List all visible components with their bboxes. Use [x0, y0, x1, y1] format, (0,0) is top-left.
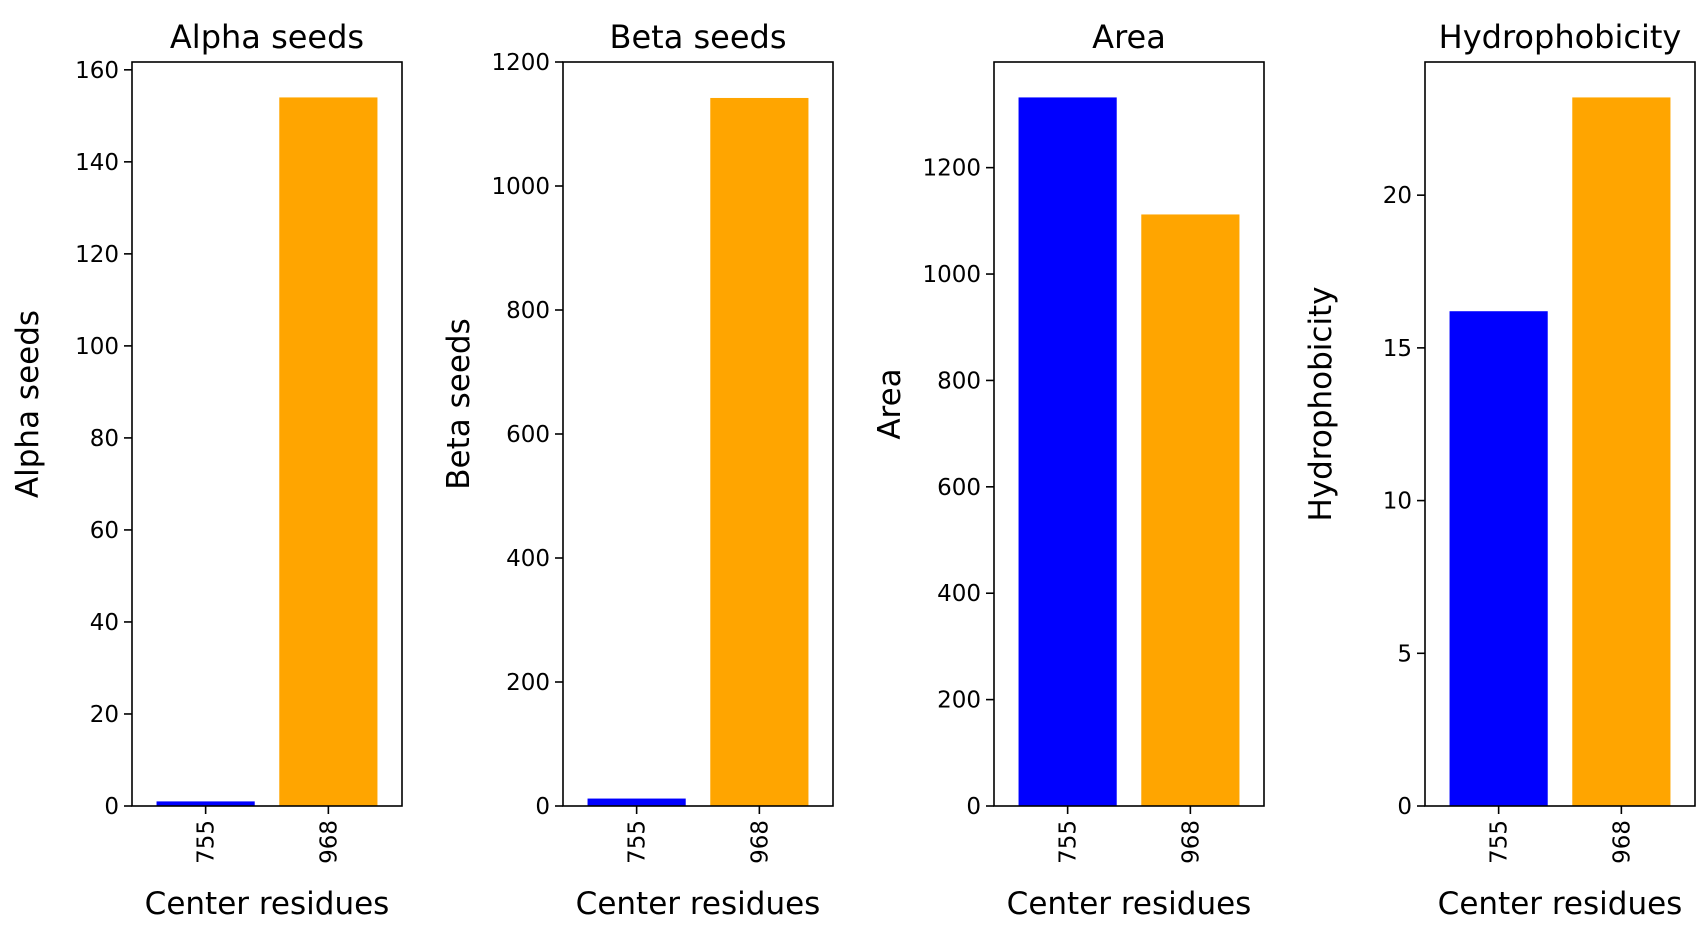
bar-968	[279, 97, 378, 806]
y-tick-label: 100	[75, 334, 119, 360]
panel-title: Area	[1092, 18, 1166, 56]
y-tick-label: 800	[506, 298, 550, 324]
y-tick-label: 1000	[922, 262, 981, 288]
y-tick-label: 800	[937, 368, 981, 394]
x-tick-label: 755	[1487, 820, 1513, 864]
chart-panel-1: 0 20 40 60 80 100 120 140 160 755 968 Alpha seeds Ce…	[10, 18, 403, 922]
chart-panel-4: 0 5 10 15 20 755 968 Hydrophobicity Center resid…	[1303, 18, 1696, 922]
y-tick-label: 600	[937, 475, 981, 501]
panel-title: Alpha seeds	[170, 18, 364, 56]
chart-panel-2: 0 200 400 600 800 1000 1200 755 968 Beta seeds Cen…	[441, 18, 834, 922]
y-tick-label: 0	[1397, 794, 1412, 820]
y-tick-label: 0	[966, 794, 981, 820]
bar-755	[1449, 311, 1548, 806]
x-axis-label: Center residues	[1007, 886, 1252, 922]
x-axis-label: Center residues	[576, 886, 821, 922]
y-axis-label: Alpha seeds	[10, 310, 46, 498]
y-tick-label: 60	[90, 518, 119, 544]
panel-title: Beta seeds	[610, 18, 787, 56]
bar-755	[587, 798, 686, 806]
axes-frame	[1424, 61, 1696, 807]
y-tick-label: 200	[506, 670, 550, 696]
bar-968	[710, 97, 809, 806]
y-tick-label: 600	[506, 422, 550, 448]
x-tick-label: 968	[1609, 820, 1635, 864]
x-tick-label: 755	[625, 820, 651, 864]
y-tick-label: 400	[506, 546, 550, 572]
y-tick-label: 1000	[491, 174, 550, 200]
y-tick-label: 1200	[491, 50, 550, 76]
x-tick-label: 968	[316, 820, 342, 864]
y-tick-label: 20	[90, 702, 119, 728]
y-tick-label: 5	[1397, 641, 1412, 667]
y-axis-label: Beta seeds	[441, 318, 477, 489]
x-axis-label: Center residues	[145, 886, 390, 922]
y-tick-label: 10	[1383, 489, 1412, 515]
y-tick-label: 1200	[922, 156, 981, 182]
y-tick-label: 20	[1383, 183, 1412, 209]
y-tick-label: 15	[1383, 336, 1412, 362]
x-tick-label: 755	[194, 820, 220, 864]
bar-755	[156, 801, 255, 806]
y-tick-label: 200	[937, 688, 981, 714]
y-tick-label: 160	[75, 58, 119, 84]
panel-title: Hydrophobicity	[1439, 18, 1682, 56]
bar-755	[1018, 97, 1117, 806]
x-tick-label: 755	[1056, 820, 1082, 864]
y-axis-label: Hydrophobicity	[1303, 286, 1339, 521]
axes-frame	[993, 61, 1265, 807]
chart-panel-3: 0 200 400 600 800 1000 1200 755 968 Area Center re…	[872, 18, 1265, 922]
y-tick-label: 40	[90, 610, 119, 636]
y-tick-label: 400	[937, 581, 981, 607]
y-tick-label: 80	[90, 426, 119, 452]
bar-968	[1572, 97, 1671, 806]
axes-frame	[131, 61, 403, 807]
x-axis-label: Center residues	[1438, 886, 1683, 922]
bar-968	[1141, 214, 1240, 806]
x-tick-label: 968	[1178, 820, 1204, 864]
y-tick-label: 0	[535, 794, 550, 820]
y-tick-label: 120	[75, 242, 119, 268]
y-tick-label: 0	[104, 794, 119, 820]
y-axis-label: Area	[872, 368, 908, 439]
y-tick-label: 140	[75, 150, 119, 176]
x-tick-label: 968	[747, 820, 773, 864]
